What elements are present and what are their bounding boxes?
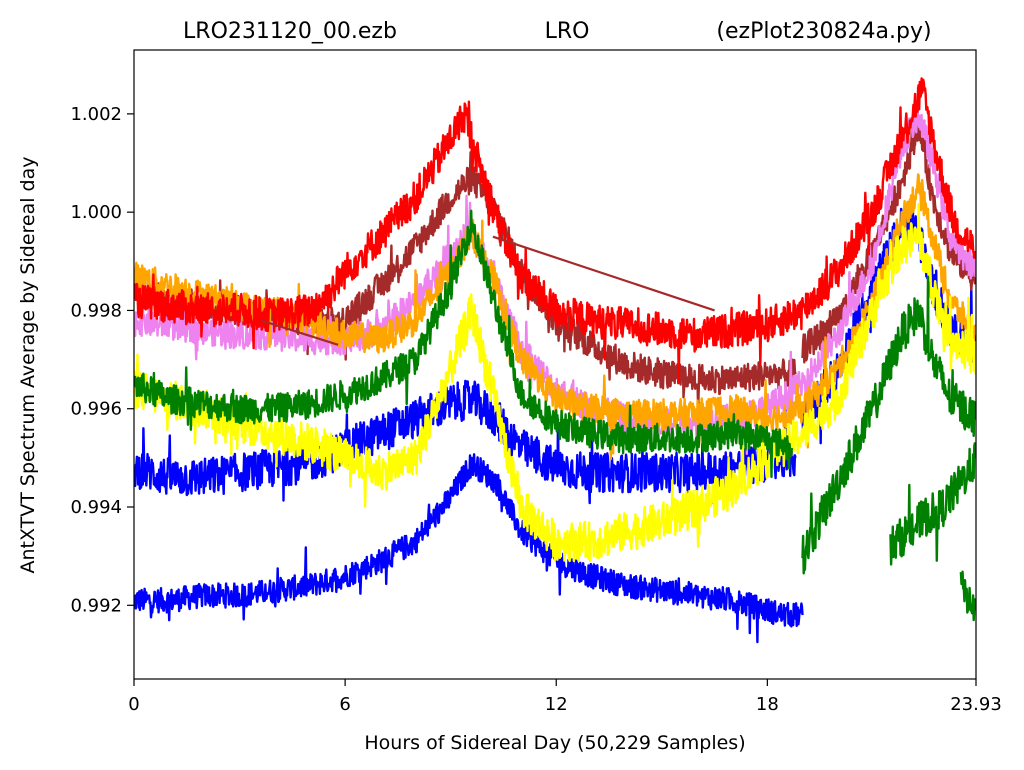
series-line-7 — [134, 77, 976, 384]
x-tick-label: 18 — [756, 694, 779, 715]
x-axis: 0 6 12 18 23.93 — [128, 679, 1002, 715]
x-tick-label: 12 — [545, 694, 568, 715]
y-tick-label: 0.992 — [70, 595, 122, 616]
x-axis-label: Hours of Sidereal Day (50,229 Samples) — [364, 732, 745, 754]
series-layer — [134, 77, 976, 644]
x-tick-label: 0 — [128, 694, 139, 715]
series-line-13 — [492, 235, 715, 312]
y-axis: 0.992 0.994 0.996 0.998 1.000 1.002 — [70, 104, 134, 616]
series-line-12 — [959, 570, 976, 622]
y-tick-label: 0.994 — [70, 497, 122, 518]
chart-title-right: (ezPlot230824a.py) — [716, 19, 931, 44]
plot-frame — [133, 49, 977, 680]
y-tick-label: 1.000 — [70, 202, 122, 223]
series-line-0 — [134, 453, 804, 644]
series-line-10 — [801, 275, 976, 575]
series-line-1 — [134, 379, 797, 505]
series-line-5 — [134, 105, 976, 456]
x-tick-label: 6 — [339, 694, 350, 715]
series-line-11 — [889, 442, 976, 566]
plot-area — [134, 77, 976, 644]
y-tick-label: 0.996 — [70, 399, 122, 420]
series-line-8 — [134, 202, 976, 563]
chart-title-left: LRO231120_00.ezb — [183, 19, 397, 44]
y-tick-label: 0.998 — [70, 300, 122, 321]
y-tick-label: 1.002 — [70, 104, 122, 125]
series-line-9 — [134, 209, 794, 479]
chart-title-center: LRO — [545, 19, 590, 44]
y-axis-label: AntXTVT Spectrum Average by Sidereal day — [17, 156, 39, 573]
series-line-14 — [260, 319, 339, 346]
x-tick-label: 23.93 — [950, 694, 1002, 715]
